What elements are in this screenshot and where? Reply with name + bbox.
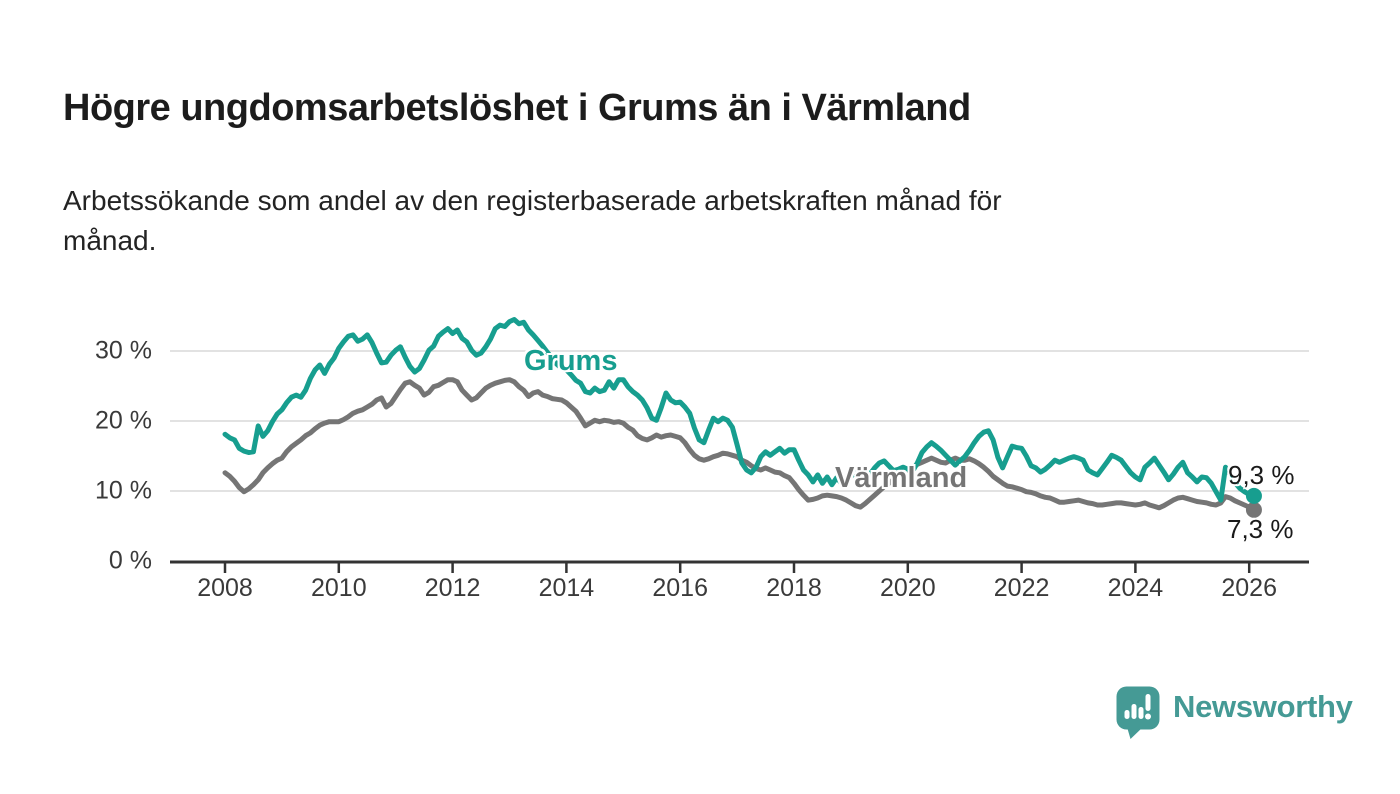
newsworthy-logo: Newsworthy — [1115, 685, 1353, 740]
chart-subtitle: Arbetssökande som andel av den registerb… — [63, 185, 1002, 256]
x-tick-label: 2022 — [993, 574, 1050, 602]
x-tick-label: 2014 — [538, 574, 595, 602]
y-tick-label: 20 % — [95, 406, 152, 435]
x-tick-label: 2018 — [766, 574, 822, 602]
vrmland-end-dot — [1245, 501, 1262, 518]
y-tick-label: 0 % — [108, 546, 152, 575]
page-title: Högre ungdomsarbetslöshet i Grums än i V… — [63, 87, 971, 130]
y-tick-label: 30 % — [95, 336, 152, 365]
x-tick-label: 2024 — [1107, 574, 1164, 602]
grums-line — [222, 317, 1257, 503]
x-tick-label: 2026 — [1221, 574, 1277, 602]
newsworthy-logo-text: Newsworthy — [1173, 689, 1353, 724]
newsworthy-logo-icon — [1116, 686, 1160, 739]
series-label-varmland: Värmland — [835, 462, 968, 494]
y-tick-label: 10 % — [95, 476, 152, 505]
x-tick-label: 2010 — [310, 574, 367, 602]
x-tick-label: 2020 — [879, 574, 936, 602]
end-value-label-grums: 9,3 % — [1228, 460, 1295, 490]
grums-end-dot — [1245, 487, 1262, 504]
series-label-grums: Grums — [524, 345, 618, 377]
x-tick-label: 2016 — [652, 574, 708, 602]
x-tick-label: 2012 — [424, 574, 481, 602]
x-tick-label: 2008 — [197, 574, 253, 602]
end-value-label-varmland: 7,3 % — [1227, 514, 1294, 544]
